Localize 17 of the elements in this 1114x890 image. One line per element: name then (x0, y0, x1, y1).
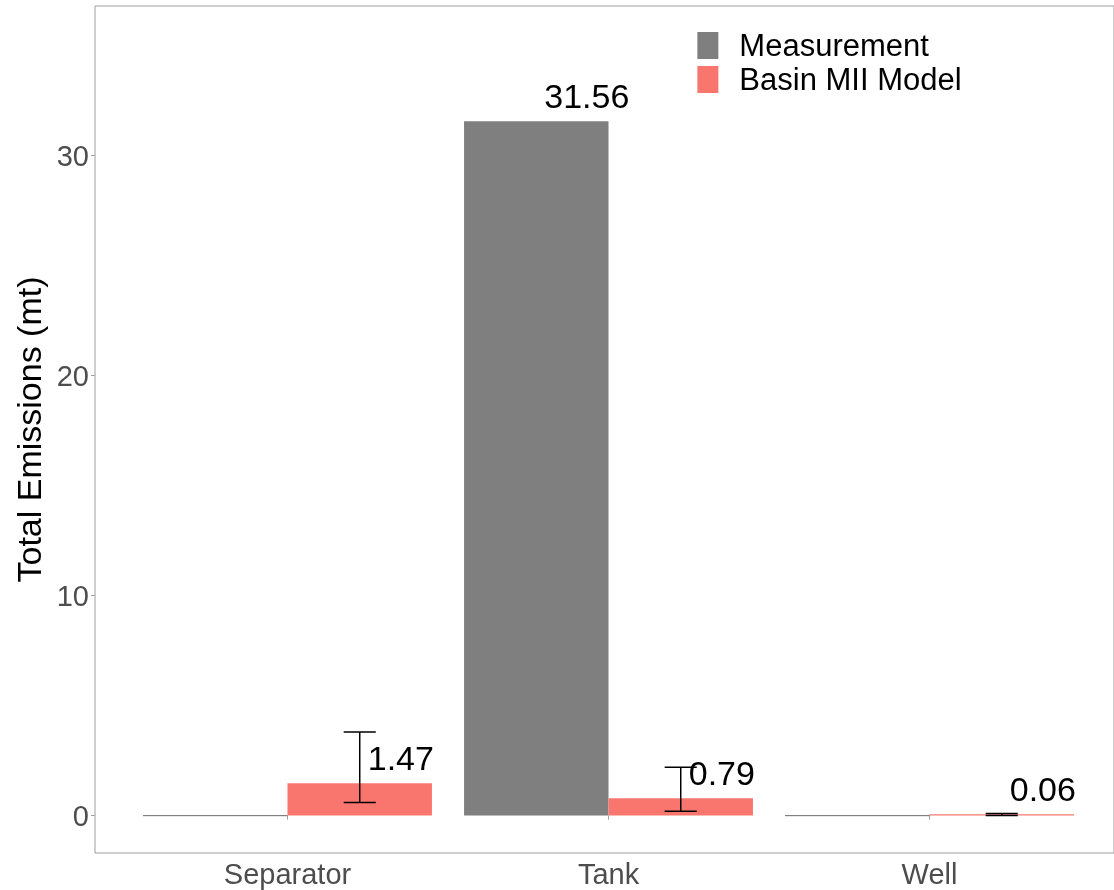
x-tick-label: Well (901, 857, 958, 890)
x-tick-label: Separator (223, 857, 352, 890)
legend-label: Basin MII Model (739, 62, 962, 97)
x-tick-label: Tank (577, 857, 640, 890)
y-axis-title: Total Emissions (mt) (9, 276, 48, 583)
data-label: 31.56 (544, 77, 630, 116)
data-label: 0.06 (1009, 770, 1076, 809)
y-tick-label: 10 (56, 579, 89, 612)
y-tick-label: 30 (56, 139, 89, 172)
bar (287, 783, 432, 816)
y-tick-label: 0 (72, 799, 89, 832)
y-tick-label: 20 (56, 359, 89, 392)
data-label: 1.47 (367, 739, 434, 778)
legend-label: Measurement (739, 28, 930, 63)
bar (464, 121, 609, 816)
bar (608, 798, 753, 816)
data-label: 0.79 (688, 754, 755, 793)
